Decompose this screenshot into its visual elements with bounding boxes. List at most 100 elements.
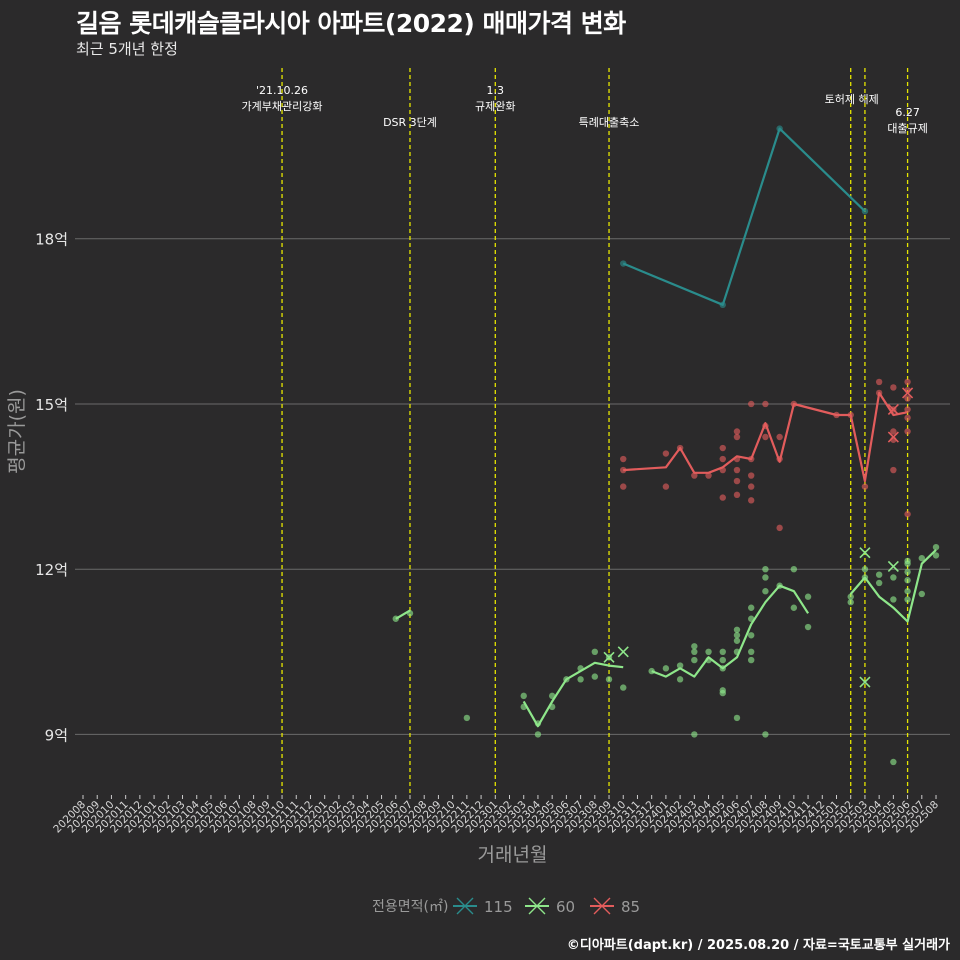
data-point — [620, 483, 627, 490]
event-label: 6.27 — [895, 106, 920, 119]
data-point — [747, 656, 755, 664]
cancelled-marker — [859, 676, 871, 688]
data-point — [733, 626, 741, 633]
legend: 전용면적(㎡) 115 60 85 — [372, 897, 640, 916]
y-tick-label: 15억 — [35, 396, 68, 414]
cancelled-marker — [887, 431, 899, 443]
legend-swatch-marker — [456, 897, 474, 915]
legend-label: 115 — [484, 898, 513, 916]
event-label: 특례대출축소 — [579, 116, 640, 129]
data-point — [662, 450, 670, 457]
data-point — [932, 552, 940, 559]
data-point — [534, 731, 542, 738]
data-point — [520, 692, 527, 700]
y-tick-label: 18억 — [35, 231, 68, 249]
data-point — [719, 494, 726, 501]
data-point — [691, 643, 698, 650]
data-point — [847, 593, 854, 600]
legend-title: 전용면적(㎡) — [372, 899, 448, 915]
data-point — [776, 433, 783, 441]
data-point — [620, 684, 627, 691]
event-label: DSR 3단계 — [383, 116, 437, 129]
data-point — [904, 428, 911, 435]
chart-title: 길음 롯데캐슬클라시아 아파트(2022) 매매가격 변화 — [76, 9, 626, 38]
data-point — [932, 543, 940, 551]
event-label: '21.10.26 — [256, 84, 308, 97]
data-point — [762, 433, 769, 441]
data-point — [733, 632, 741, 639]
data-point — [691, 731, 698, 738]
data-point — [662, 665, 670, 672]
data-point — [904, 510, 911, 518]
y-axis-title: 평균가(원) — [6, 389, 28, 474]
data-point — [691, 656, 698, 664]
data-point — [904, 406, 911, 413]
cancelled-marker — [617, 646, 629, 658]
data-point — [705, 648, 712, 656]
data-point — [875, 571, 883, 578]
cancelled-marker — [887, 560, 899, 573]
cancelled-marker — [859, 547, 871, 559]
x-axis-title: 거래년월 — [478, 844, 548, 866]
event-label: 토허제 해제 — [825, 92, 879, 106]
data-point — [719, 648, 726, 656]
data-point — [890, 428, 897, 435]
data-point — [676, 676, 684, 683]
cancelled-marker — [887, 403, 899, 416]
data-point — [719, 689, 726, 697]
series-line — [622, 127, 866, 306]
data-point — [605, 676, 613, 683]
data-point — [904, 378, 911, 386]
chart-subtitle: 최근 5개년 한정 — [76, 40, 178, 58]
data-point — [733, 466, 741, 474]
event-label: 가계부채관리강화 — [242, 100, 323, 113]
data-point — [747, 483, 755, 490]
data-point — [790, 565, 798, 573]
data-point — [904, 414, 911, 421]
legend-label: 85 — [621, 898, 640, 916]
data-point — [719, 455, 726, 463]
data-point — [733, 477, 741, 485]
data-point — [591, 673, 599, 680]
data-point — [890, 596, 897, 603]
data-point — [904, 596, 911, 603]
legend-swatch-marker — [528, 897, 546, 915]
data-point — [733, 714, 741, 722]
data-point — [577, 676, 584, 683]
data-point — [747, 472, 755, 479]
data-point — [733, 637, 741, 644]
data-point — [804, 623, 812, 631]
legend-label: 60 — [556, 898, 575, 916]
data-point — [762, 731, 769, 738]
data-point — [762, 574, 769, 581]
data-point — [904, 557, 911, 565]
data-point — [733, 428, 741, 435]
data-point — [463, 714, 471, 722]
source-caption: ©디아파트(dapt.kr) / 2025.08.20 / 자료=국토교통부 실… — [566, 938, 950, 953]
data-point — [762, 400, 769, 408]
cancelled-marker — [603, 651, 615, 663]
data-point — [847, 599, 854, 606]
data-point — [747, 648, 755, 656]
data-point — [747, 497, 755, 504]
series-line — [623, 391, 908, 483]
legend-swatch-marker — [593, 897, 611, 915]
y-tick-label: 12억 — [35, 561, 68, 579]
data-point — [904, 577, 911, 584]
data-point — [890, 466, 897, 474]
data-point — [904, 395, 911, 402]
data-point — [875, 579, 883, 587]
series-85 — [620, 378, 914, 532]
data-point — [762, 588, 769, 595]
data-point — [790, 604, 798, 611]
data-point — [620, 455, 627, 463]
data-point — [591, 648, 599, 656]
data-point — [890, 758, 897, 766]
series-60 — [392, 543, 940, 766]
data-point — [861, 565, 869, 573]
event-label: 1.3 — [487, 84, 505, 97]
data-point — [776, 524, 783, 532]
data-point — [747, 632, 755, 639]
event-label: 대출규제 — [887, 122, 927, 135]
data-point — [662, 483, 670, 490]
